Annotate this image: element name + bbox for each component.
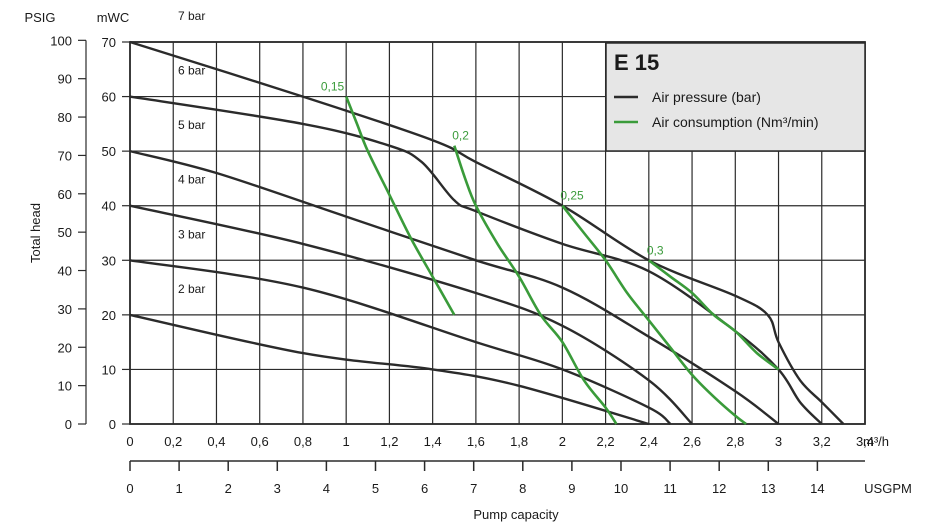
- pressure-curve: [129, 40, 845, 425]
- consumption-curve-label: 0,2: [452, 129, 469, 143]
- pressure-curve-label: 7 bar: [178, 9, 205, 23]
- pressure-curve-label: 2 bar: [178, 282, 205, 296]
- pressure-curve-label: 3 bar: [178, 227, 205, 241]
- y-tick-label-mwc: 60: [102, 90, 116, 105]
- x-tick-label-m3h: 3: [775, 434, 782, 449]
- x-tick-label-m3h: 2,2: [597, 434, 615, 449]
- legend-label-pressure: Air pressure (bar): [652, 89, 761, 105]
- consumption-curve: [648, 259, 780, 371]
- y-tick-label-psig: 20: [58, 340, 72, 355]
- x-tick-label-usgpm: 14: [810, 481, 824, 496]
- x-tick-label-usgpm: 13: [761, 481, 775, 496]
- y-tick-label-psig: 50: [58, 225, 72, 240]
- x-unit-bottom: USGPM: [864, 481, 912, 496]
- y-tick-label-psig: 10: [58, 379, 72, 394]
- x-ticks: 0 0,2 0,4 0,6 0,8 1 1,2 1,4 1,6 1,8 2 2,2 2,4 2,6 2,8 3…: [126, 434, 874, 496]
- legend-title: E 15: [614, 50, 659, 75]
- x-tick-label-m3h: 1,6: [467, 434, 485, 449]
- y-tick-label-psig: 30: [58, 302, 72, 317]
- y-tick-label-mwc: 50: [102, 144, 116, 159]
- y-tick-label-mwc: 20: [102, 308, 116, 323]
- consumption-curve: [344, 96, 456, 316]
- x-tick-label-m3h: 0,2: [164, 434, 182, 449]
- x-tick-label-m3h: 1,8: [510, 434, 528, 449]
- legend: E 15 Air pressure (bar) Air consumption …: [605, 42, 866, 152]
- x-tick-label-usgpm: 8: [519, 481, 526, 496]
- x-tick-label-m3h: 2,6: [683, 434, 701, 449]
- x-tick-label-m3h: 1,2: [380, 434, 398, 449]
- pressure-curve: [129, 204, 693, 425]
- pressure-curve-label: 4 bar: [178, 173, 205, 187]
- consumption-curve-label: 0,15: [321, 80, 345, 94]
- x-tick-label-m3h: 0,4: [207, 434, 225, 449]
- y-unit-right: mWC: [97, 10, 130, 25]
- y-ticks: 0 10 20 30 40 50 60 70 0 10 20 30 40 50 60 70 80 90 100: [50, 33, 130, 432]
- x-tick-label-m3h: 2,4: [640, 434, 658, 449]
- y-axis-title: Total head: [28, 203, 43, 263]
- x-tick-label-usgpm: 6: [421, 481, 428, 496]
- y-tick-label-mwc: 40: [102, 199, 116, 214]
- x-tick-label-m3h: 3,2: [813, 434, 831, 449]
- x-tick-label-usgpm: 12: [712, 481, 726, 496]
- consumption-curve-label: 0,25: [560, 189, 584, 203]
- x-tick-label-usgpm: 9: [568, 481, 575, 496]
- y-tick-label-psig: 60: [58, 187, 72, 202]
- y-tick-label-psig: 0: [65, 417, 72, 432]
- y-tick-label-psig: 70: [58, 148, 72, 163]
- x-unit-top: m³/h: [863, 434, 889, 449]
- pressure-curve: [129, 149, 780, 425]
- x-tick-label-m3h: 1: [343, 434, 350, 449]
- y-tick-label-psig: 100: [50, 33, 72, 48]
- x-tick-label-usgpm: 0: [126, 481, 133, 496]
- pressure-curve-label: 6 bar: [178, 64, 205, 78]
- x-tick-label-m3h: 1,4: [424, 434, 442, 449]
- x-axis-title: Pump capacity: [473, 507, 559, 522]
- pressure-curve-label: 5 bar: [178, 118, 205, 132]
- y-tick-label-mwc: 10: [102, 362, 116, 377]
- x-tick-label-usgpm: 7: [470, 481, 477, 496]
- legend-box: [605, 42, 866, 152]
- y-tick-label-mwc: 0: [109, 417, 116, 432]
- x-tick-label-usgpm: 1: [175, 481, 182, 496]
- x-tick-label-m3h: 2: [559, 434, 566, 449]
- y-tick-label-psig: 40: [58, 264, 72, 279]
- plot-frame: [129, 41, 866, 425]
- x-tick-label-usgpm: 10: [614, 481, 628, 496]
- consumption-curve: [561, 204, 747, 426]
- consumption-curve: [453, 145, 618, 425]
- y-tick-label-psig: 90: [58, 72, 72, 87]
- legend-label-consumption: Air consumption (Nm³/min): [652, 114, 818, 130]
- x-tick-label-m3h: 3,4: [856, 434, 874, 449]
- series-group: 7 bar 6 bar 5 bar 4 bar 3 bar 2 bar 0,15 0,2 0,2…: [129, 9, 845, 426]
- x-tick-label-usgpm: 2: [225, 481, 232, 496]
- x-tick-label-m3h: 2,8: [726, 434, 744, 449]
- y-unit-left: PSIG: [24, 10, 55, 25]
- x-tick-label-m3h: 0,6: [251, 434, 269, 449]
- x-tick-label-m3h: 0: [126, 434, 133, 449]
- x-tick-label-m3h: 0,8: [294, 434, 312, 449]
- pressure-curve: [129, 313, 650, 426]
- x-tick-label-usgpm: 11: [663, 481, 677, 496]
- y-tick-label-mwc: 70: [102, 35, 116, 50]
- y-tick-label-mwc: 30: [102, 253, 116, 268]
- x-tick-label-usgpm: 5: [372, 481, 379, 496]
- consumption-curve-label: 0,3: [647, 243, 664, 257]
- pressure-curve: [129, 259, 672, 425]
- y-tick-label-psig: 80: [58, 110, 72, 125]
- x-tick-label-usgpm: 4: [323, 481, 330, 496]
- x-tick-label-usgpm: 3: [274, 481, 281, 496]
